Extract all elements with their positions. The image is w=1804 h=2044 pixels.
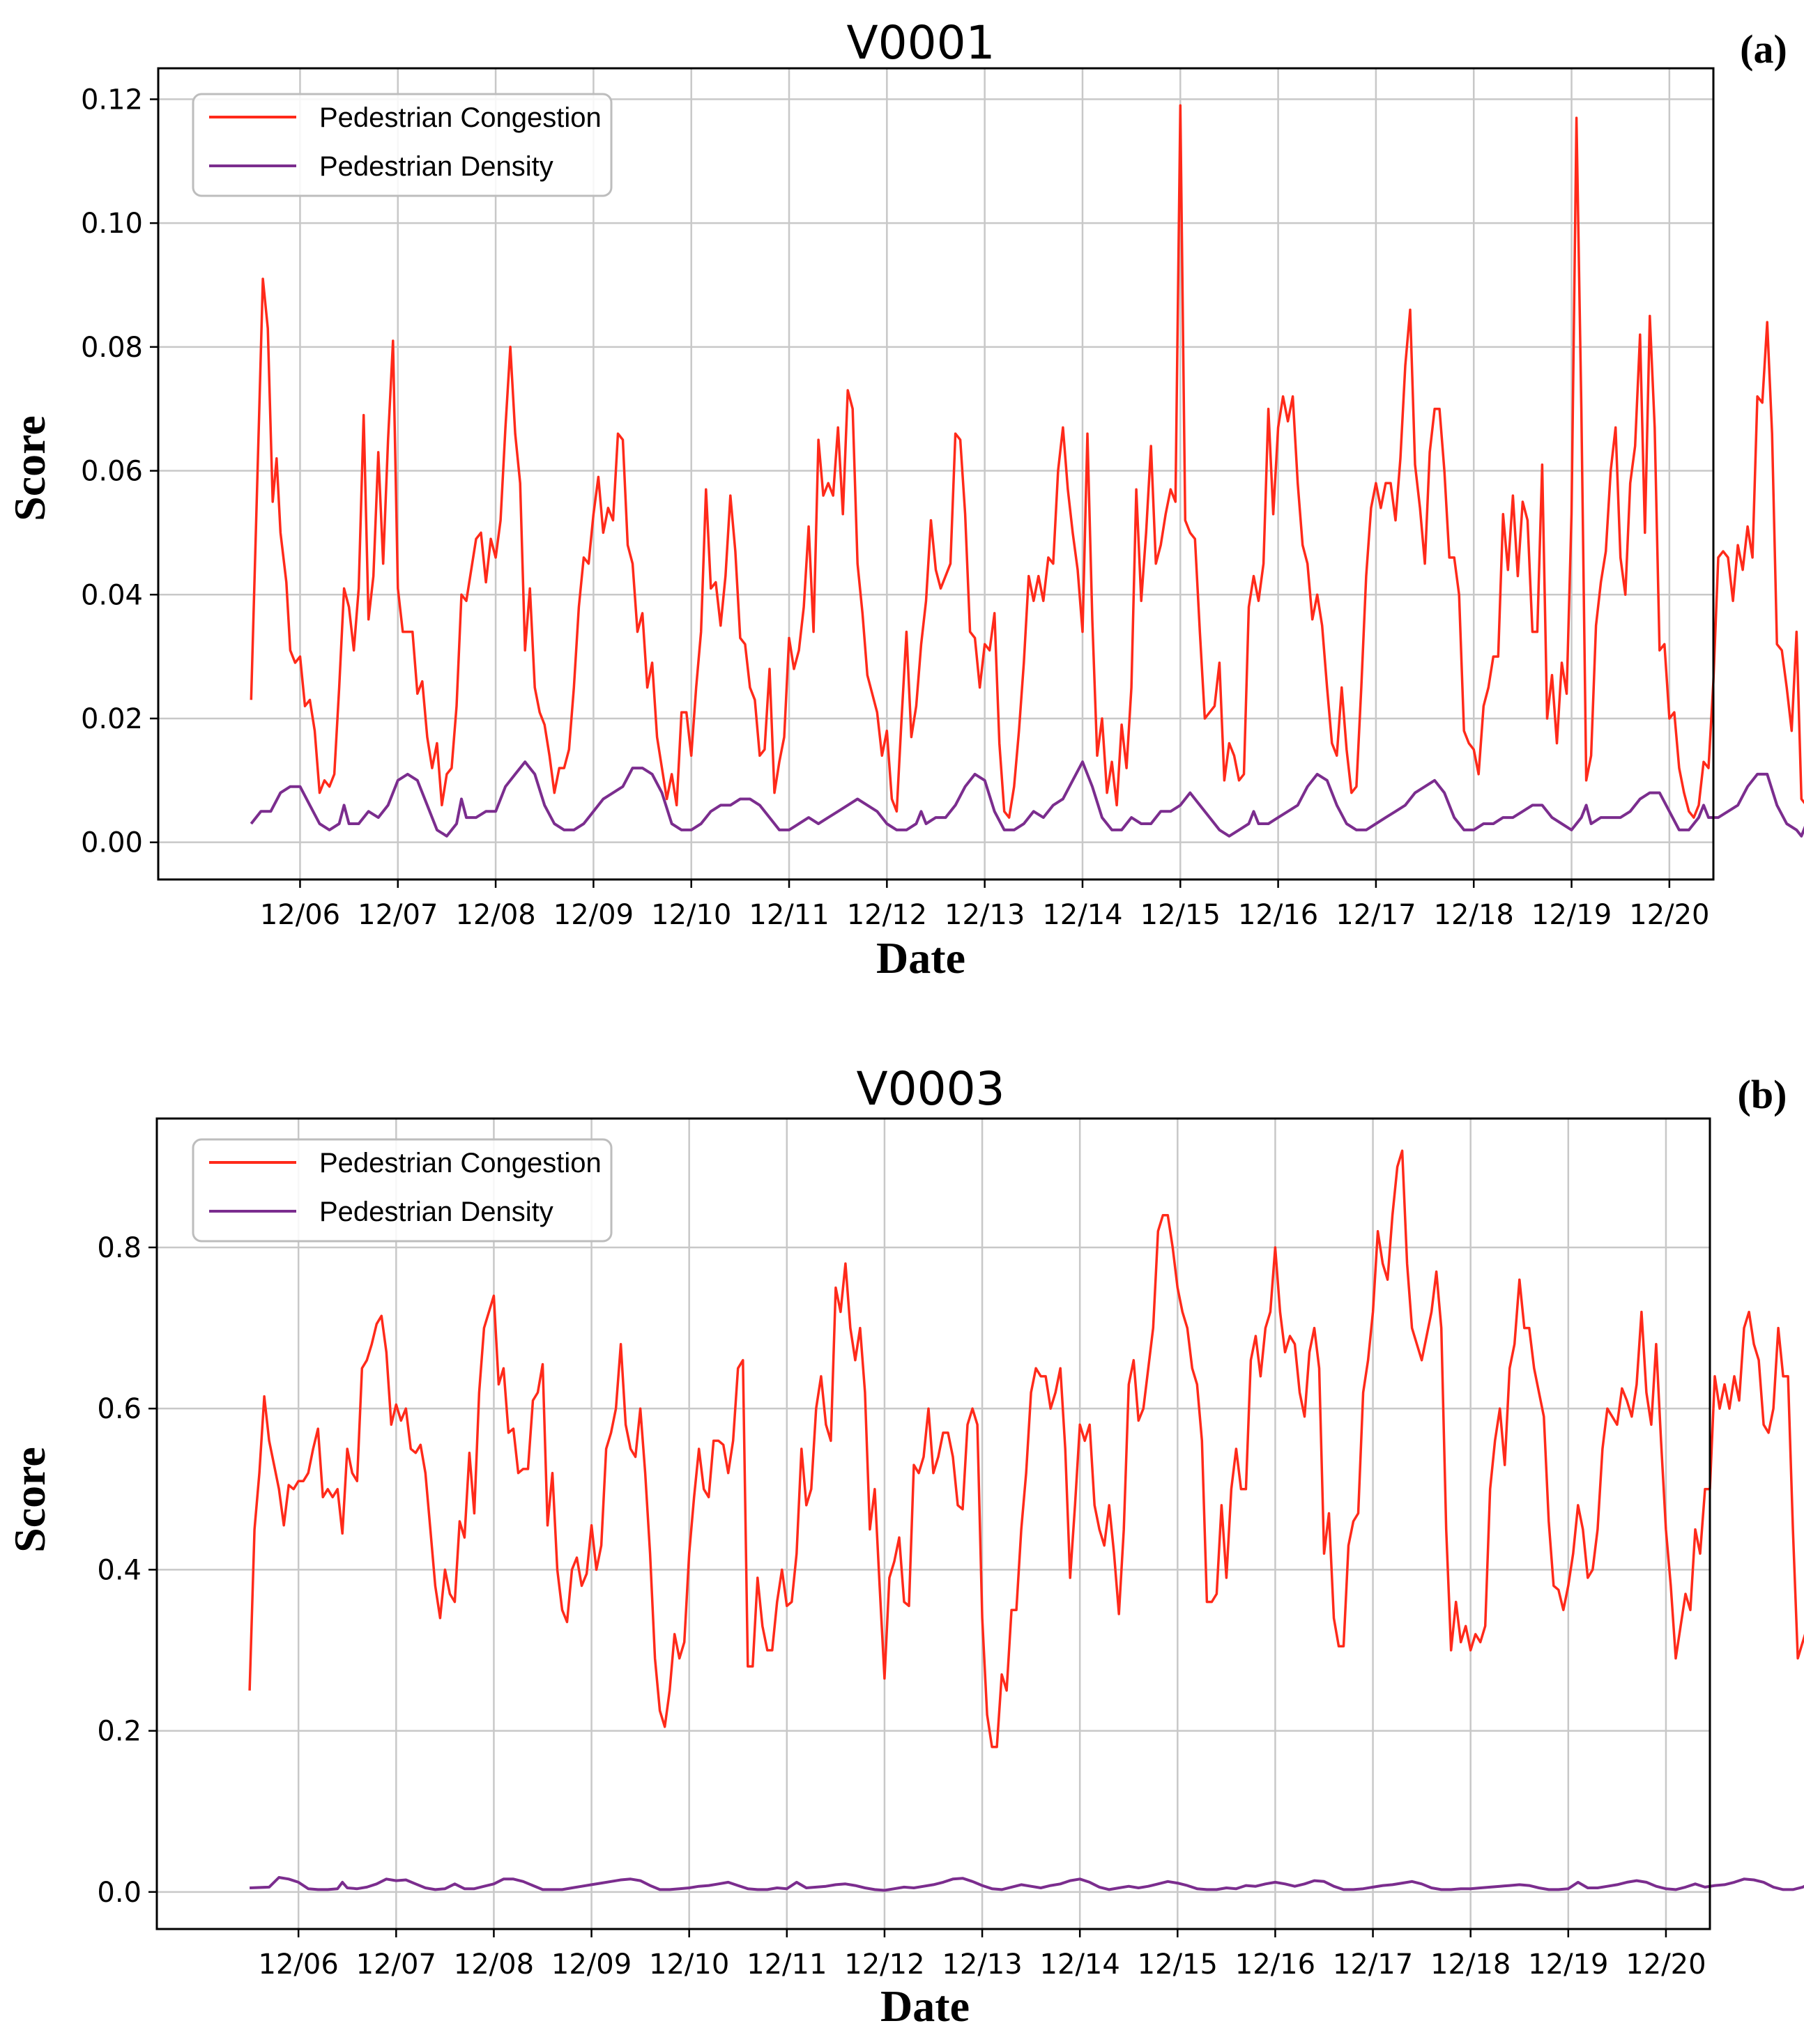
y-tick-label-b: 0.6 — [97, 1393, 142, 1425]
panel-a: V0001 (a) Score Date 12/06 12/07 12/08 12/0… — [5, 16, 1804, 983]
series-line-pedestrian-congestion-a — [250, 104, 1804, 819]
x-tick-label-b: 12/09 — [551, 1949, 632, 1981]
series-line-pedestrian-density-a — [250, 760, 1804, 838]
x-tick-label-a: 12/18 — [1434, 899, 1514, 931]
x-tick-label-b: 12/18 — [1430, 1949, 1511, 1981]
x-tick-label-a: 12/16 — [1238, 899, 1318, 931]
x-tick-label-b: 12/15 — [1138, 1949, 1218, 1981]
y-axis-label-b: Score — [5, 1447, 54, 1553]
x-tick-label-b: 12/10 — [649, 1949, 729, 1981]
chart-title-a: V0001 — [846, 16, 995, 70]
legend-label-congestion-b: Pedestrian Congestion — [319, 1148, 602, 1178]
x-tick-label-a: 12/19 — [1531, 899, 1612, 931]
x-tick-label-a: 12/20 — [1629, 899, 1709, 931]
legend-b: Pedestrian Congestion Pedestrian Density — [192, 1138, 613, 1243]
y-tick-label-a: 0.02 — [81, 703, 143, 735]
legend-label-congestion-a: Pedestrian Congestion — [319, 102, 602, 133]
ticks-b: 12/06 12/07 12/08 12/09 12/10 12/11 12/12 12/13… — [97, 1232, 1706, 1981]
x-tick-label-b: 12/07 — [356, 1949, 436, 1981]
x-tick-label-b: 12/11 — [747, 1949, 827, 1981]
x-axis-label-b: Date — [880, 1981, 970, 2031]
x-tick-label-a: 12/15 — [1140, 899, 1221, 931]
y-tick-label-a: 0.08 — [81, 332, 143, 364]
y-tick-label-a: 0.12 — [81, 84, 143, 116]
x-tick-label-a: 12/17 — [1336, 899, 1416, 931]
y-tick-label-b: 0.2 — [97, 1716, 142, 1748]
legend-box-b — [192, 1138, 613, 1243]
x-tick-label-b: 12/12 — [844, 1949, 924, 1981]
legend-a: Pedestrian Congestion Pedestrian Density — [192, 93, 613, 197]
x-tick-label-b: 12/17 — [1333, 1949, 1413, 1981]
y-tick-label-b: 0.8 — [97, 1232, 142, 1264]
y-tick-label-a: 0.04 — [81, 579, 143, 611]
x-tick-label-b: 12/08 — [454, 1949, 534, 1981]
y-axis-label-a: Score — [5, 415, 54, 521]
panel-label-a: (a) — [1740, 26, 1787, 72]
series-lines-b — [248, 1149, 1804, 1892]
x-tick-label-a: 12/12 — [847, 899, 927, 931]
chart-title-b: V0003 — [856, 1062, 1004, 1116]
x-tick-label-b: 12/06 — [259, 1949, 339, 1981]
x-tick-label-a: 12/09 — [553, 899, 634, 931]
x-tick-label-b: 12/19 — [1528, 1949, 1608, 1981]
x-tick-label-a: 12/07 — [358, 899, 438, 931]
y-tick-label-a: 0.10 — [81, 208, 143, 240]
x-tick-label-a: 12/10 — [651, 899, 731, 931]
legend-label-density-b: Pedestrian Density — [319, 1197, 553, 1227]
legend-box-a — [192, 93, 613, 197]
series-line-pedestrian-density-b — [250, 1876, 1804, 1892]
gridlines-b — [157, 1119, 1710, 1929]
x-tick-label-a: 12/14 — [1042, 899, 1122, 931]
y-tick-label-a: 0.00 — [81, 827, 143, 859]
legend-label-density-a: Pedestrian Density — [319, 151, 553, 182]
series-line-pedestrian-congestion-b — [248, 1149, 1804, 1749]
panel-b: V0003 (b) Score Date 12/06 12/07 12/08 12/0… — [5, 1062, 1804, 2031]
panel-label-b: (b) — [1738, 1072, 1787, 1117]
x-tick-label-a: 12/08 — [455, 899, 535, 931]
y-tick-label-b: 0.4 — [97, 1554, 142, 1586]
x-tick-label-b: 12/16 — [1235, 1949, 1315, 1981]
x-tick-label-b: 12/13 — [942, 1949, 1022, 1981]
x-tick-label-b: 12/20 — [1626, 1949, 1706, 1981]
x-tick-label-a: 12/06 — [260, 899, 340, 931]
y-tick-label-a: 0.06 — [81, 456, 143, 488]
plot-frame-a — [157, 67, 1715, 881]
x-axis-label-a: Date — [876, 933, 965, 983]
ticks-a: 12/06 12/07 12/08 12/09 12/10 12/11 12/12 12/13… — [81, 84, 1710, 931]
y-tick-label-b: 0.0 — [97, 1877, 142, 1909]
plot-frame-b — [155, 1117, 1711, 1930]
series-lines-a — [250, 104, 1804, 838]
x-tick-label-a: 12/13 — [945, 899, 1025, 931]
x-tick-label-a: 12/11 — [749, 899, 829, 931]
x-tick-label-b: 12/14 — [1040, 1949, 1120, 1981]
